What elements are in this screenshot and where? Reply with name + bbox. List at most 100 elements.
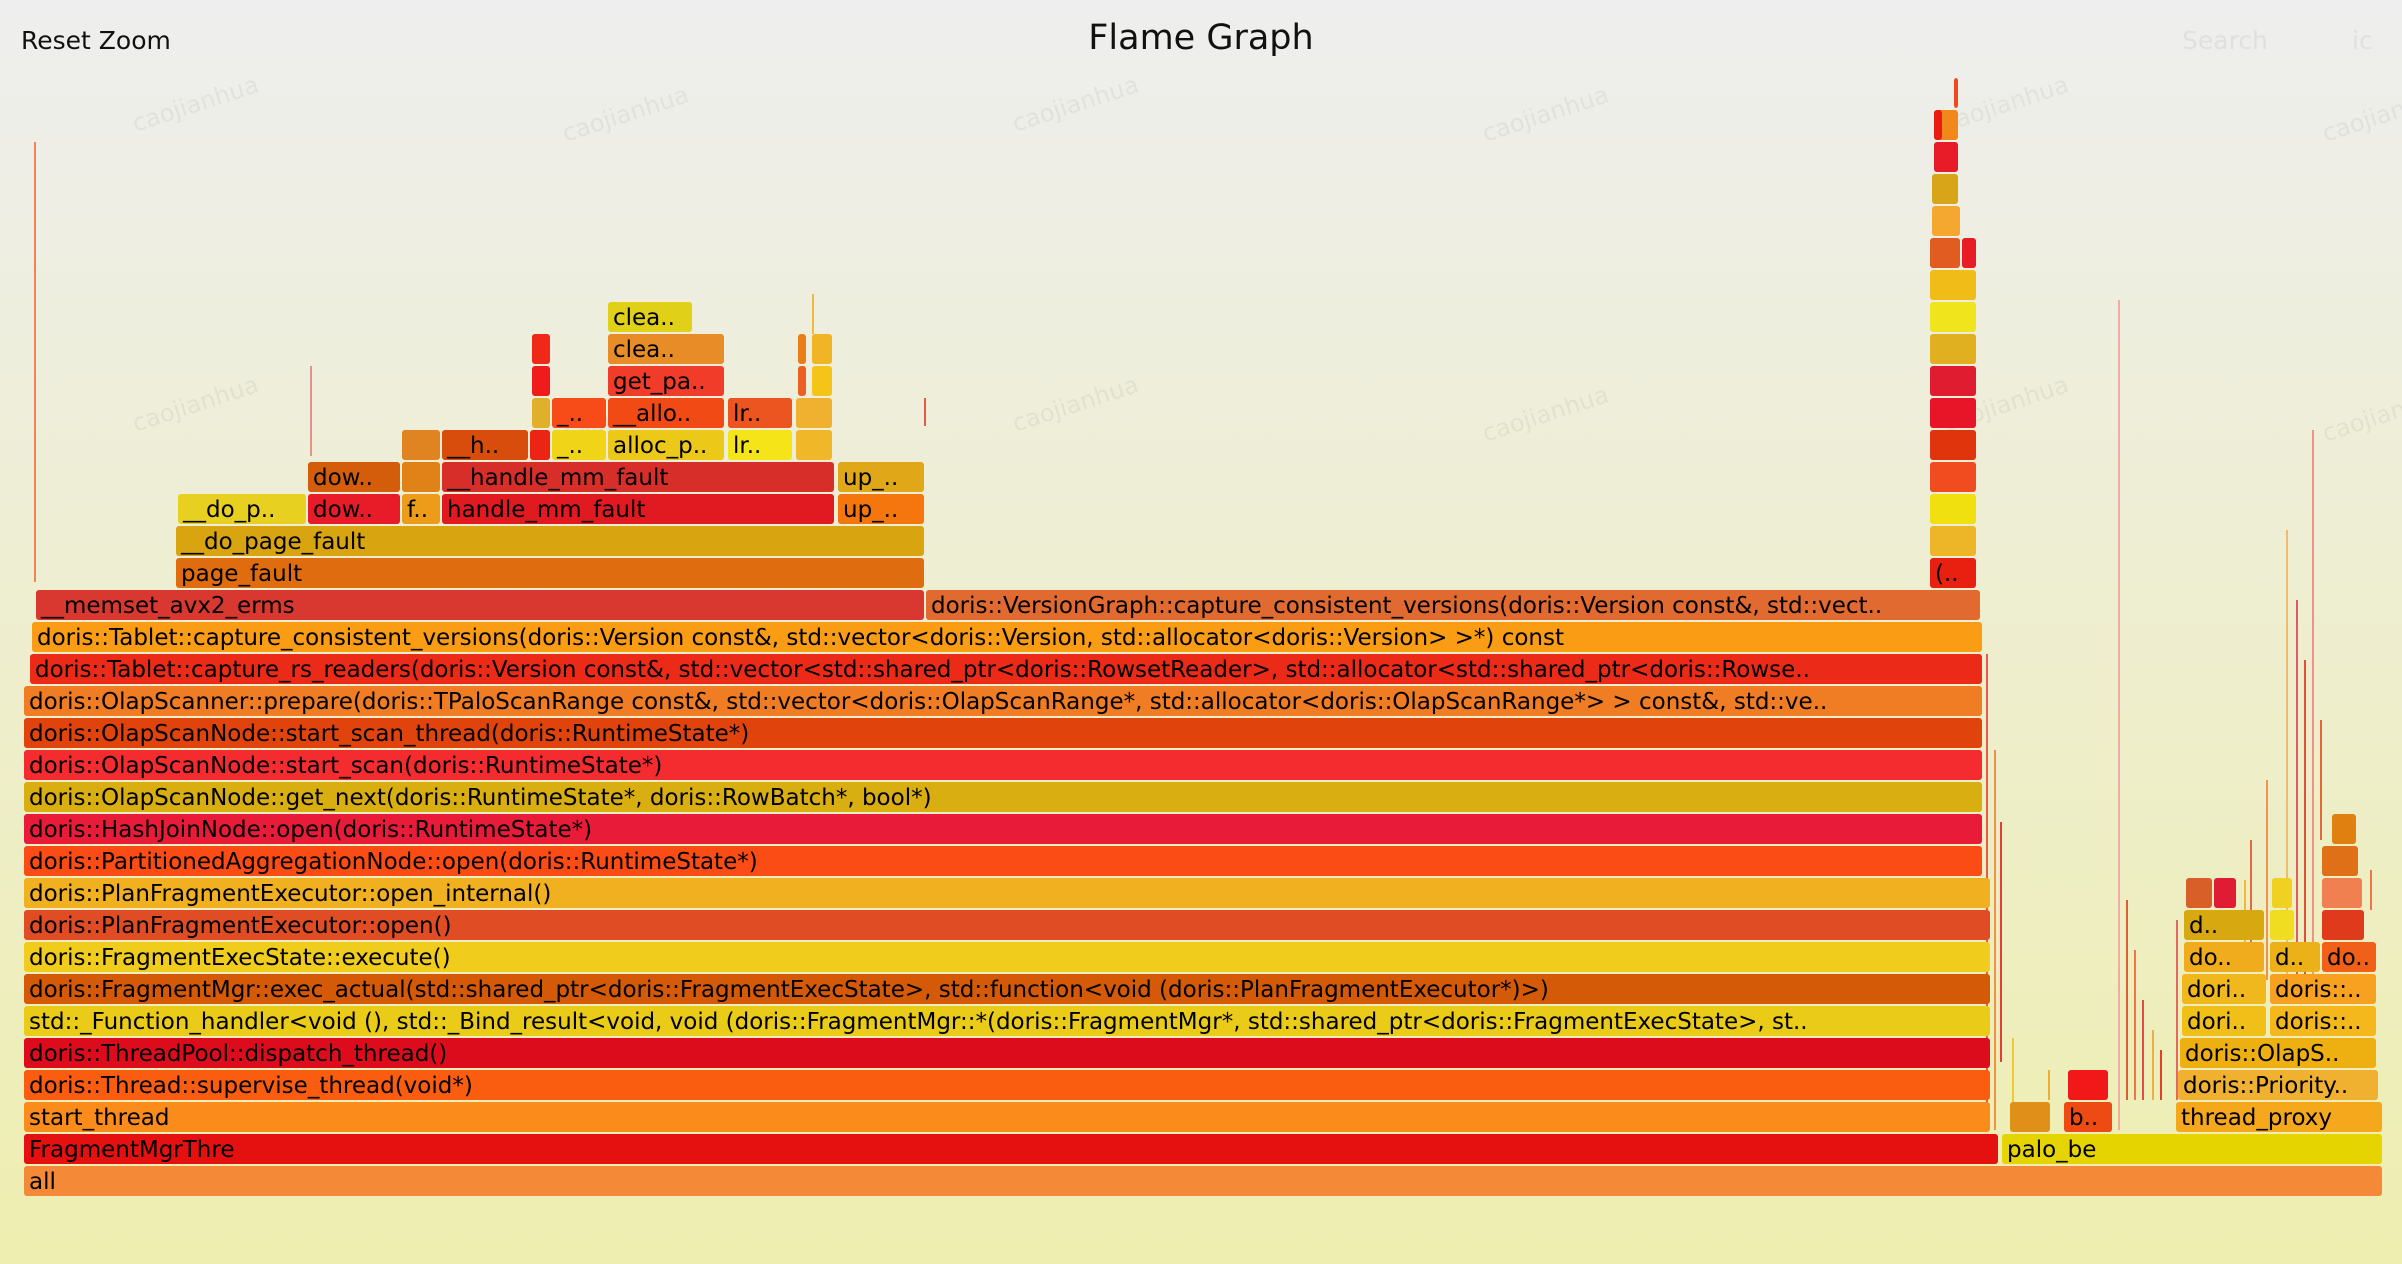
flame-frame[interactable]	[1954, 78, 1958, 108]
flame-frame-rect[interactable]	[1934, 142, 1958, 172]
flame-frame[interactable]	[1932, 206, 1960, 236]
flame-frame-rect[interactable]	[532, 366, 550, 396]
flame-frame[interactable]: doris::Tablet::capture_rs_readers(doris:…	[30, 654, 1982, 684]
flame-frame-rect[interactable]	[308, 462, 400, 492]
flame-frame-rect[interactable]	[2184, 910, 2264, 940]
flame-frame-rect[interactable]	[2180, 1038, 2376, 1068]
flame-frame-rect[interactable]	[608, 398, 724, 428]
flame-frame[interactable]: doris::PartitionedAggregationNode::open(…	[24, 846, 1982, 876]
flame-frame-rect[interactable]	[532, 398, 550, 428]
flame-frame[interactable]: dori..	[2182, 1006, 2266, 1036]
flame-frame[interactable]	[1930, 398, 1976, 428]
flame-frame[interactable]	[1930, 270, 1976, 300]
flame-frame-rect[interactable]	[2332, 814, 2356, 844]
thin-frame-stack[interactable]	[2320, 720, 2322, 840]
ignore-case-toggle[interactable]: ic	[2352, 26, 2373, 55]
thin-frame-stack[interactable]	[2370, 870, 2372, 910]
flame-frame-rect[interactable]	[1962, 238, 1976, 268]
flame-frame-rect[interactable]	[2064, 1102, 2112, 1132]
flame-frame-rect[interactable]	[2010, 1102, 2050, 1132]
flame-frame[interactable]: do..	[2322, 942, 2376, 972]
flame-frame[interactable]: __handle_mm_fault	[442, 462, 834, 492]
flame-frame[interactable]: page_fault	[176, 558, 924, 588]
flame-frame-rect[interactable]	[442, 430, 528, 460]
flame-frame-rect[interactable]	[838, 462, 924, 492]
flame-frame-rect[interactable]	[608, 302, 692, 332]
flame-frame[interactable]: doris::VersionGraph::capture_consistent_…	[926, 590, 1980, 620]
thin-frame-stack[interactable]	[812, 294, 814, 334]
flame-frame-rect[interactable]	[1930, 494, 1976, 524]
flame-frame-rect[interactable]	[552, 398, 606, 428]
flame-frame[interactable]: doris::OlapScanNode::get_next(doris::Run…	[24, 782, 1982, 812]
flame-frame-rect[interactable]	[2002, 1134, 2382, 1164]
flame-frame[interactable]: doris::HashJoinNode::open(doris::Runtime…	[24, 814, 1982, 844]
flame-frame-rect[interactable]	[1930, 238, 1960, 268]
flame-frame-rect[interactable]	[532, 334, 550, 364]
flame-frame-rect[interactable]	[838, 494, 924, 524]
thin-frame-stack[interactable]	[2160, 1050, 2162, 1100]
flame-frame[interactable]: std::_Function_handler<void (), std::_Bi…	[24, 1006, 1990, 1036]
flame-frame-rect[interactable]	[24, 750, 1982, 780]
flame-frame-rect[interactable]	[2184, 942, 2264, 972]
flame-frame[interactable]: __h..	[442, 430, 528, 460]
thin-frame-stack[interactable]	[310, 366, 312, 456]
flame-frame[interactable]	[1932, 174, 1958, 204]
flame-frame-rect[interactable]	[24, 1038, 1990, 1068]
flame-frame[interactable]: __allo..	[608, 398, 724, 428]
thin-frame-stack[interactable]	[2312, 430, 2314, 980]
flame-frame-rect[interactable]	[24, 1102, 1990, 1132]
flame-frame-rect[interactable]	[812, 366, 832, 396]
flame-frame[interactable]: up_..	[838, 462, 924, 492]
flame-frame[interactable]	[2270, 910, 2294, 940]
flame-frame[interactable]: all	[24, 1166, 2382, 1196]
flame-frame-rect[interactable]	[24, 1006, 1990, 1036]
flame-frame-rect[interactable]	[2322, 846, 2358, 876]
flame-frame-rect[interactable]	[2322, 942, 2376, 972]
flame-frame-rect[interactable]	[608, 366, 724, 396]
flame-frame-rect[interactable]	[2270, 942, 2320, 972]
flame-frame[interactable]	[2322, 846, 2358, 876]
flame-frame-rect[interactable]	[24, 846, 1982, 876]
flame-frame-rect[interactable]	[24, 718, 1982, 748]
thin-frame-stack[interactable]	[2048, 1070, 2050, 1100]
flame-frame-rect[interactable]	[2214, 878, 2236, 908]
flame-frame-rect[interactable]	[1930, 366, 1976, 396]
flame-frame-rect[interactable]	[24, 1134, 1998, 1164]
flame-frame-rect[interactable]	[1930, 462, 1976, 492]
flame-frame[interactable]: (..	[1930, 558, 1976, 588]
flame-frame-rect[interactable]	[178, 494, 306, 524]
flame-frame[interactable]: doris::OlapScanNode::start_scan(doris::R…	[24, 750, 1982, 780]
flame-frame[interactable]: doris::OlapS..	[2180, 1038, 2376, 1068]
flame-frame[interactable]: doris::PlanFragmentExecutor::open_intern…	[24, 878, 1990, 908]
flame-frame-rect[interactable]	[926, 590, 1980, 620]
flame-frame-rect[interactable]	[608, 334, 724, 364]
flame-frame-rect[interactable]	[1930, 302, 1976, 332]
flame-frame-rect[interactable]	[1954, 78, 1958, 108]
thin-frame-stack[interactable]	[2266, 780, 2268, 980]
thin-frame-stack[interactable]	[34, 142, 36, 582]
flame-frame-rect[interactable]	[24, 878, 1990, 908]
thin-frame-stack[interactable]	[2118, 300, 2120, 1130]
flame-frame-rect[interactable]	[308, 494, 400, 524]
flame-frame-rect[interactable]	[1930, 270, 1976, 300]
flame-frame[interactable]: doris::..	[2270, 974, 2376, 1004]
flame-frame[interactable]	[796, 398, 832, 428]
flame-frame[interactable]: clea..	[608, 302, 692, 332]
flame-frame[interactable]	[1962, 238, 1976, 268]
flame-frame[interactable]	[1930, 430, 1976, 460]
flame-frame[interactable]: doris::ThreadPool::dispatch_thread()	[24, 1038, 1990, 1068]
flame-frame[interactable]: do..	[2184, 942, 2264, 972]
flame-frame[interactable]: doris::FragmentExecState::execute()	[24, 942, 1990, 972]
thin-frame-stack[interactable]	[2152, 1030, 2154, 1100]
flame-frame-rect[interactable]	[402, 462, 440, 492]
flame-frame-rect[interactable]	[2322, 878, 2362, 908]
flame-frame[interactable]	[2322, 878, 2362, 908]
flame-frame-rect[interactable]	[24, 1070, 1990, 1100]
flame-frame[interactable]: dori..	[2182, 974, 2266, 1004]
flame-frame[interactable]: d..	[2270, 942, 2320, 972]
flame-frame[interactable]	[798, 366, 806, 396]
flame-frame[interactable]: __do_p..	[178, 494, 306, 524]
flame-frame-rect[interactable]	[530, 430, 550, 460]
flame-frame-rect[interactable]	[176, 526, 924, 556]
flame-frame-rect[interactable]	[1932, 206, 1960, 236]
